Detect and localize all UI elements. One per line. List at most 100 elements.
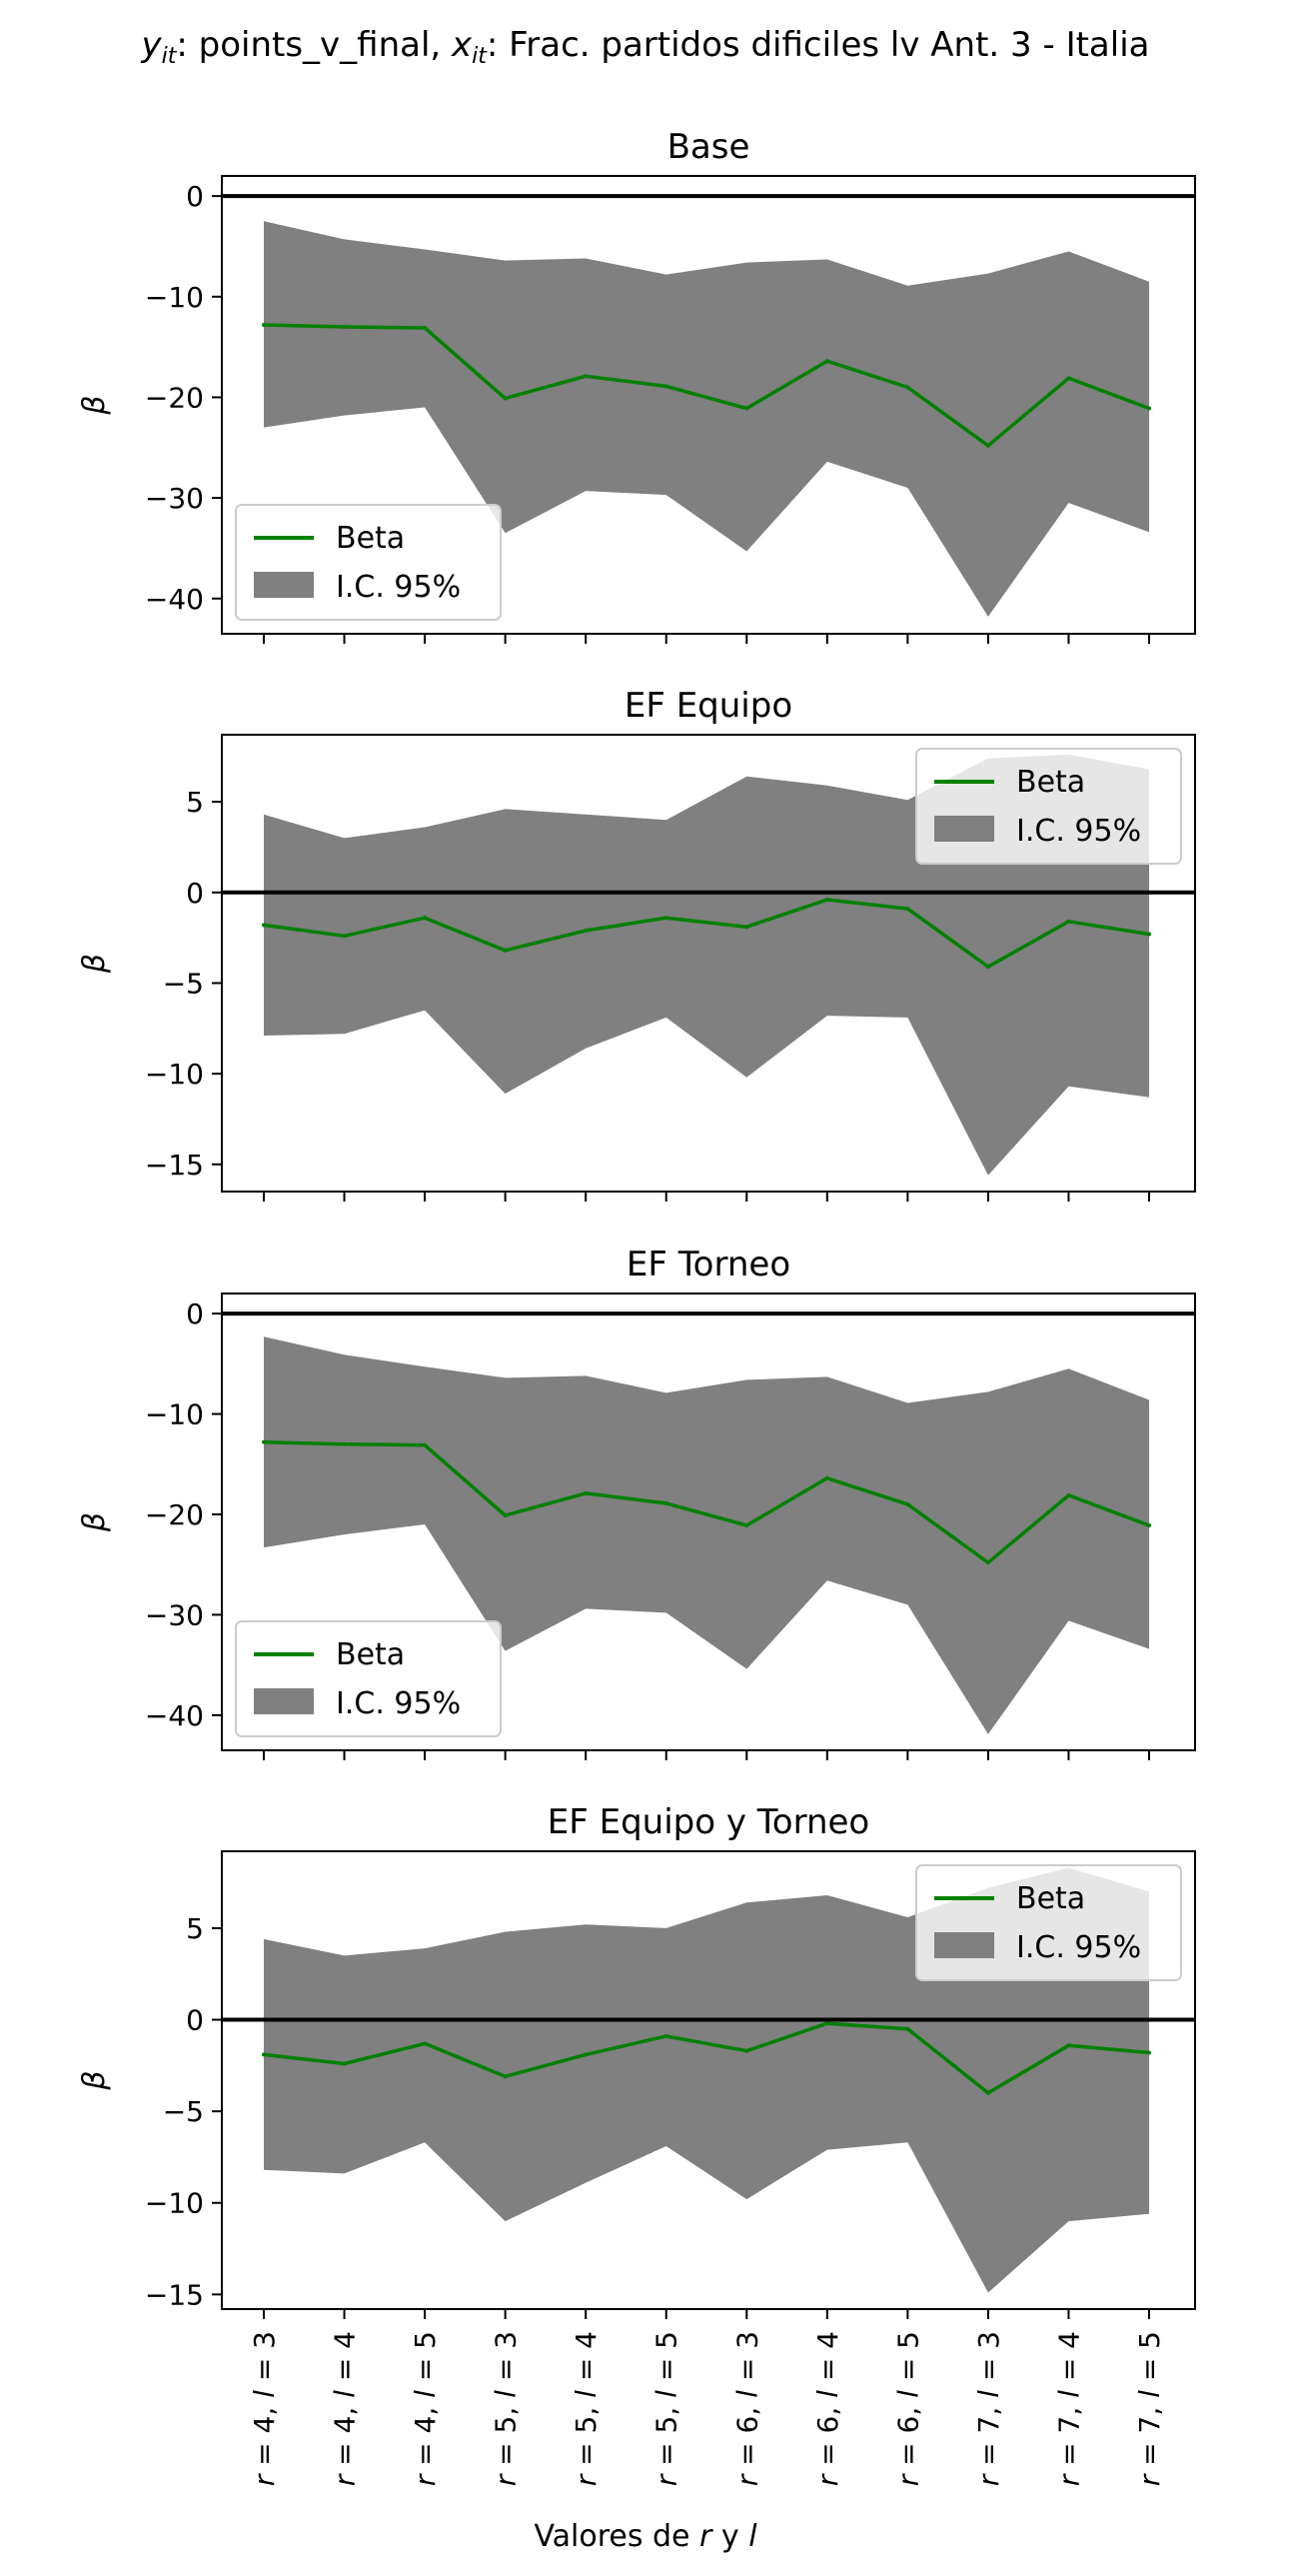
x-tick-label: r = 4, l = 5 — [409, 2331, 442, 2486]
beta-point — [985, 965, 990, 970]
axes-frame — [221, 734, 1196, 1193]
panel-4: EF Equipo y Torneo 5 0 −5 −10 −15 β r = 4, l = … — [77, 1802, 1196, 2486]
x-tick-label: r = 5, l = 3 — [490, 2331, 523, 2486]
x-tick-label: r = 4, l = 4 — [329, 2331, 362, 2486]
beta-point — [663, 384, 668, 389]
figure-suptitle: yit: points_v_final, xit: Frac. partidos… — [140, 25, 1149, 69]
axes-frame — [221, 1292, 1196, 1751]
beta-point — [342, 324, 347, 329]
beta-point — [262, 322, 266, 327]
beta-point — [744, 925, 749, 930]
y-axis-label: β — [77, 954, 112, 974]
x-tick-label: r = 4, l = 3 — [248, 2331, 281, 2486]
y-tick-label: −5 — [163, 2095, 204, 2128]
axes-frame — [221, 175, 1196, 635]
legend-label-beta: Beta — [336, 1637, 405, 1672]
panel-1: Base 0 −10 −20 −30 −40 β Beta I.C. 95% — [77, 127, 1196, 644]
beta-point — [584, 2052, 589, 2057]
y-tick-label: 0 — [186, 2004, 204, 2037]
y-tick-label: −15 — [145, 2278, 204, 2311]
beta-point — [262, 2052, 266, 2057]
panel-title: EF Torneo — [627, 1245, 790, 1285]
y-tick-label: −10 — [145, 2187, 204, 2220]
beta-point — [503, 396, 508, 401]
panels: Base 0 −10 −20 −30 −40 β Beta I.C. 95% EF Equipo 5… — [77, 127, 1196, 2486]
beta-point — [905, 1501, 910, 1506]
beta-point — [262, 1439, 266, 1444]
beta-point — [1066, 376, 1071, 381]
y-tick-label: −10 — [145, 1058, 204, 1091]
panel-title: Base — [667, 127, 750, 167]
legend: Beta I.C. 95% — [235, 1620, 502, 1737]
legend-band-swatch — [934, 1932, 994, 1958]
beta-point — [905, 385, 910, 390]
beta-point — [744, 2048, 749, 2053]
x-tick-label: r = 7, l = 5 — [1133, 2331, 1166, 2486]
y-tick-label: 0 — [186, 180, 204, 213]
y-tick-label: −30 — [145, 1598, 204, 1631]
y-tick-label: −40 — [145, 1699, 204, 1732]
panel-2: EF Equipo 5 0 −5 −10 −15 β Beta I.C. 95% — [77, 686, 1196, 1202]
x-tick-label: r = 5, l = 4 — [570, 2331, 603, 2486]
beta-point — [1066, 1492, 1071, 1497]
y-tick-label: −30 — [145, 482, 204, 515]
legend-label-ci: I.C. 95% — [336, 1686, 461, 1721]
beta-point — [744, 406, 749, 411]
ci-band — [264, 221, 1149, 617]
legend: Beta I.C. 95% — [915, 748, 1182, 865]
x-tick-label: r = 5, l = 5 — [650, 2331, 683, 2486]
beta-point — [985, 2090, 990, 2095]
y-tick-label: 5 — [186, 786, 204, 819]
beta-point — [342, 934, 347, 939]
x-tick-label: r = 7, l = 4 — [1052, 2331, 1085, 2486]
y-tick-label: −5 — [163, 967, 204, 1000]
beta-point — [423, 916, 428, 921]
beta-point — [905, 2026, 910, 2031]
y-tick-label: 0 — [186, 877, 204, 910]
legend-label-ci: I.C. 95% — [1016, 1930, 1141, 1965]
legend-label-ci: I.C. 95% — [1016, 814, 1141, 849]
legend-band-swatch — [254, 1688, 314, 1714]
ci-band — [264, 1336, 1149, 1734]
y-tick-label: −15 — [145, 1149, 204, 1182]
beta-point — [905, 907, 910, 912]
y-tick-label: −40 — [145, 583, 204, 616]
beta-point — [342, 1441, 347, 1446]
beta-line — [263, 898, 1150, 969]
beta-point — [584, 1490, 589, 1495]
beta-line — [263, 2021, 1150, 2095]
beta-point — [1147, 406, 1151, 411]
legend: Beta I.C. 95% — [235, 504, 502, 621]
beta-point — [663, 1500, 668, 1505]
beta-point — [423, 2041, 428, 2046]
y-tick-label: 5 — [186, 1912, 204, 1945]
beta-point — [584, 374, 589, 379]
y-tick-label: −20 — [145, 1498, 204, 1531]
beta-point — [1147, 932, 1151, 937]
panel-title: EF Equipo y Torneo — [548, 1802, 869, 1842]
axes-frame — [221, 1850, 1196, 2310]
beta-point — [503, 2074, 508, 2079]
beta-point — [423, 325, 428, 330]
panel-title: EF Equipo — [625, 686, 792, 726]
beta-point — [985, 1560, 990, 1565]
beta-point — [663, 2034, 668, 2039]
beta-point — [503, 948, 508, 953]
beta-point — [824, 359, 829, 364]
y-tick-label: −10 — [145, 1398, 204, 1431]
y-axis-label: β — [77, 395, 112, 415]
beta-point — [1147, 2050, 1151, 2055]
x-tick-label: r = 6, l = 4 — [811, 2331, 844, 2486]
beta-point — [262, 923, 266, 928]
beta-point — [985, 443, 990, 448]
y-axis-label: β — [77, 1512, 112, 1532]
legend-label-beta: Beta — [336, 521, 405, 556]
beta-point — [744, 1523, 749, 1528]
legend-band-swatch — [934, 816, 994, 842]
beta-point — [824, 2021, 829, 2026]
legend-label-beta: Beta — [1016, 765, 1085, 800]
x-tick-label: r = 7, l = 3 — [972, 2331, 1005, 2486]
y-tick-label: −10 — [145, 281, 204, 314]
y-tick-label: 0 — [186, 1297, 204, 1330]
